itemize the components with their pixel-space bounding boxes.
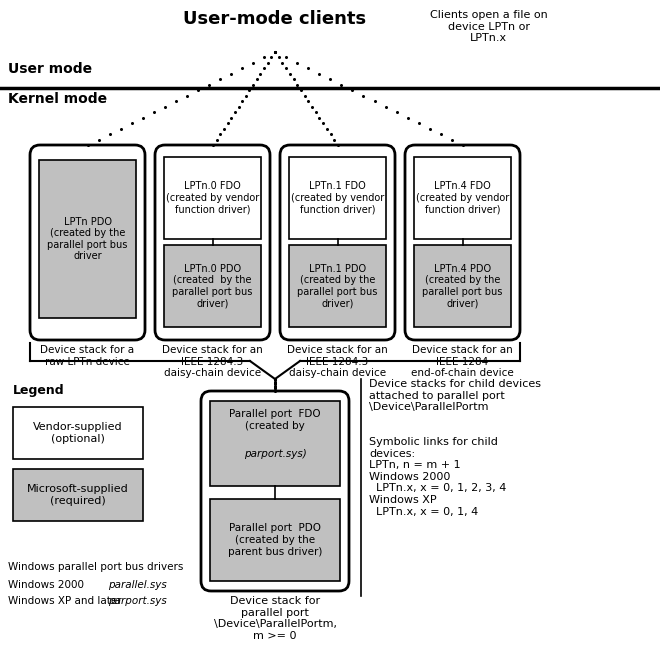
Text: Parallel port  FDO
(created by: Parallel port FDO (created by	[229, 409, 321, 431]
Text: Device stack for
parallel port
\Device\ParallelPortm,
m >= 0: Device stack for parallel port \Device\P…	[213, 596, 337, 641]
Bar	[210, 401, 340, 486]
Text: parallel.sys: parallel.sys	[108, 580, 167, 590]
Text: Device stack for an
IEEE 1284
end-of-chain device: Device stack for an IEEE 1284 end-of-cha…	[411, 345, 514, 378]
Text: parport.sys): parport.sys)	[244, 449, 306, 459]
FancyBboxPatch shape	[405, 145, 520, 340]
Text: Symbolic links for child
devices:
LPTn, n = m + 1
Windows 2000
  LPTn.x, x = 0, : Symbolic links for child devices: LPTn, …	[369, 437, 506, 516]
Bar	[164, 245, 261, 327]
Bar	[210, 499, 340, 581]
Text: parport.sys: parport.sys	[108, 596, 167, 606]
Text: LPTn.1 PDO
(created by the
parallel port bus
driver): LPTn.1 PDO (created by the parallel port…	[297, 264, 378, 308]
Text: Clients open a file on
device LPTn or
LPTn.x: Clients open a file on device LPTn or LP…	[430, 10, 548, 43]
Text: Microsoft-supplied
(required): Microsoft-supplied (required)	[27, 484, 129, 506]
Bar	[39, 160, 136, 318]
Text: LPTn.1 FDO
(created by vendor
function driver): LPTn.1 FDO (created by vendor function d…	[291, 181, 384, 215]
Text: Kernel mode: Kernel mode	[8, 92, 107, 106]
Text: Windows 2000: Windows 2000	[8, 580, 84, 590]
FancyBboxPatch shape	[280, 145, 395, 340]
Text: Device stack for an
IEEE 1284.3
daisy-chain device: Device stack for an IEEE 1284.3 daisy-ch…	[287, 345, 388, 378]
Text: Legend: Legend	[13, 384, 65, 397]
FancyBboxPatch shape	[155, 145, 270, 340]
Bar	[414, 157, 511, 239]
Bar	[164, 157, 261, 239]
Text: LPTn.4 FDO
(created by vendor
function driver): LPTn.4 FDO (created by vendor function d…	[416, 181, 509, 215]
Text: Windows XP and later: Windows XP and later	[8, 596, 121, 606]
FancyBboxPatch shape	[201, 391, 349, 591]
FancyBboxPatch shape	[30, 145, 145, 340]
Bar	[13, 407, 143, 459]
Text: LPTn.0 FDO
(created by vendor
function driver): LPTn.0 FDO (created by vendor function d…	[166, 181, 259, 215]
Text: Parallel port  PDO
(created by the
parent bus driver): Parallel port PDO (created by the parent…	[228, 523, 322, 557]
Bar	[289, 157, 386, 239]
Bar	[414, 245, 511, 327]
Text: User-mode clients: User-mode clients	[183, 10, 366, 28]
Text: User mode: User mode	[8, 62, 92, 76]
Text: LPTn.4 PDO
(created by the
parallel port bus
driver): LPTn.4 PDO (created by the parallel port…	[422, 264, 503, 308]
Text: Windows parallel port bus drivers: Windows parallel port bus drivers	[8, 562, 183, 572]
Text: Device stack for an
IEEE 1284.3
daisy-chain device: Device stack for an IEEE 1284.3 daisy-ch…	[162, 345, 263, 378]
Text: Device stack for a
raw LPTn device: Device stack for a raw LPTn device	[40, 345, 135, 367]
Text: Vendor-supplied
(optional): Vendor-supplied (optional)	[33, 422, 123, 444]
Text: Device stacks for child devices
attached to parallel port
\Device\ParallelPortm: Device stacks for child devices attached…	[369, 379, 541, 412]
Text: LPTn.0 PDO
(created  by the
parallel port bus
driver): LPTn.0 PDO (created by the parallel port…	[172, 264, 253, 308]
Bar	[13, 469, 143, 521]
Text: LPTn PDO
(created by the
parallel port bus
driver: LPTn PDO (created by the parallel port b…	[48, 217, 127, 262]
Bar	[289, 245, 386, 327]
